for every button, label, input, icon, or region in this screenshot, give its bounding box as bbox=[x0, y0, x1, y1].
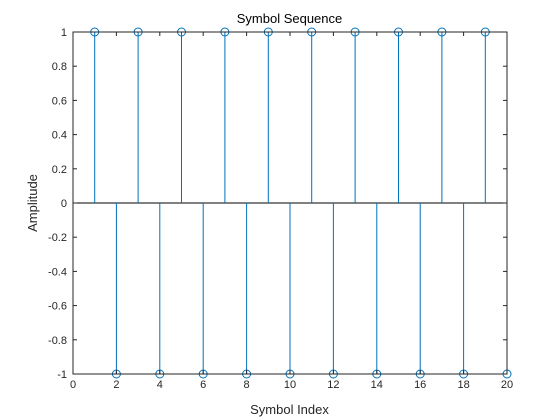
x-tick-label: 20 bbox=[501, 379, 513, 391]
x-tick-label: 10 bbox=[284, 379, 296, 391]
x-tick-label: 4 bbox=[157, 379, 163, 391]
x-tick-label: 18 bbox=[457, 379, 469, 391]
y-tick-label: 0.2 bbox=[52, 164, 67, 176]
y-tick-label: -0.6 bbox=[48, 301, 67, 313]
y-tick-label: -0.8 bbox=[48, 335, 67, 347]
x-tick-label: 2 bbox=[113, 379, 119, 391]
y-tick-label: -0.4 bbox=[48, 266, 67, 278]
x-tick-label: 12 bbox=[327, 379, 339, 391]
y-tick-label: 0.6 bbox=[52, 95, 67, 107]
y-tick-label: 0.8 bbox=[52, 61, 67, 73]
y-tick-label: -0.2 bbox=[48, 232, 67, 244]
y-tick-label: 0 bbox=[61, 198, 67, 210]
x-tick-label: 6 bbox=[200, 379, 206, 391]
y-tick-label: -1 bbox=[57, 369, 67, 381]
y-tick-label: 1 bbox=[61, 27, 67, 39]
x-axis-title: Symbol Index bbox=[250, 402, 329, 417]
x-tick-label: 8 bbox=[244, 379, 250, 391]
y-axis-title: Amplitude bbox=[25, 174, 40, 232]
chart-title: Symbol Sequence bbox=[237, 11, 343, 26]
x-tick-label: 16 bbox=[414, 379, 426, 391]
y-tick-label: 0.4 bbox=[52, 130, 67, 142]
x-tick-label: 14 bbox=[371, 379, 383, 391]
x-tick-label: 0 bbox=[70, 379, 76, 391]
